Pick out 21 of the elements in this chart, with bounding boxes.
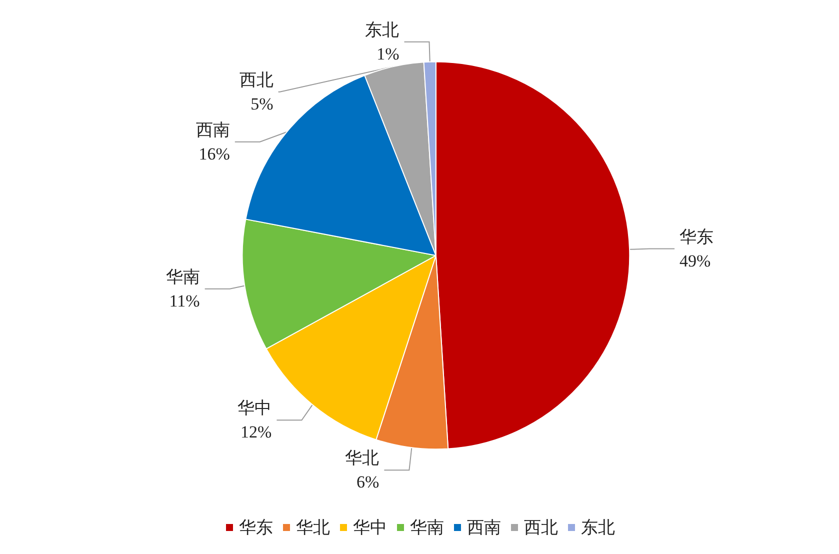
legend-label: 东北	[581, 518, 615, 537]
data-label: 49%	[680, 251, 711, 270]
slice-label: 华北	[345, 448, 380, 468]
legend-label: 西北	[524, 518, 558, 537]
data-label: 5%	[250, 94, 274, 114]
legend-label: 华中	[353, 518, 387, 537]
legend-label: 华北	[296, 518, 330, 537]
slice-label: 华南	[166, 267, 200, 286]
slice-label: 东北	[365, 20, 400, 40]
data-label: 11%	[169, 291, 200, 310]
legend-label: 西南	[467, 518, 501, 537]
data-label: 12%	[240, 422, 272, 442]
data-label: 16%	[198, 144, 230, 164]
slice-label: 华东	[680, 227, 714, 246]
data-label: 6%	[356, 472, 380, 492]
slice-label: 西北	[239, 70, 274, 90]
legend-label: 华东	[239, 518, 273, 537]
data-label: 1%	[376, 44, 400, 64]
legend-label: 华南	[410, 518, 444, 537]
slice-label: 西南	[196, 120, 230, 140]
slice-label: 华中	[238, 398, 272, 418]
